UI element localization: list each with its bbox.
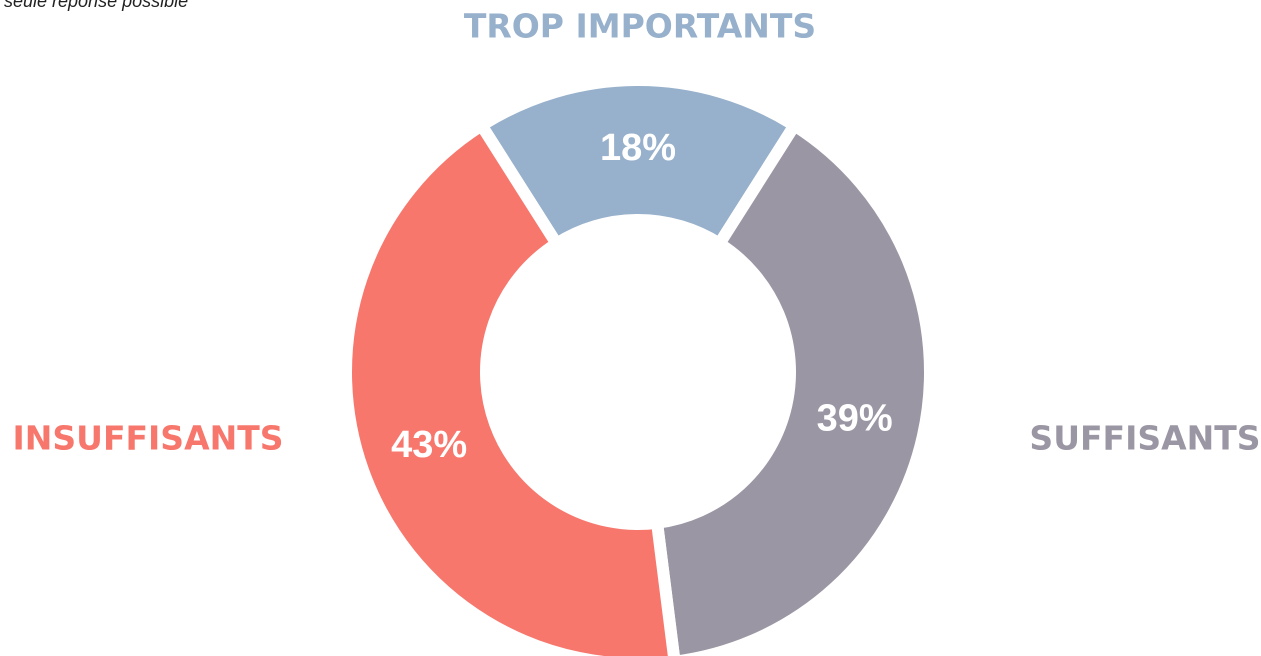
category-label: SUFFISANTS bbox=[1029, 419, 1260, 458]
value-label: 18% bbox=[600, 127, 676, 169]
donut-segment bbox=[340, 117, 680, 656]
value-label: 43% bbox=[391, 424, 467, 466]
donut-segment bbox=[650, 117, 936, 656]
note: seule réponse possible bbox=[4, 0, 188, 11]
category-label: TROP IMPORTANTS bbox=[464, 7, 816, 46]
value-label: 39% bbox=[817, 397, 893, 439]
donut-segment bbox=[473, 74, 803, 252]
category-label: INSUFFISANTS bbox=[12, 419, 283, 458]
